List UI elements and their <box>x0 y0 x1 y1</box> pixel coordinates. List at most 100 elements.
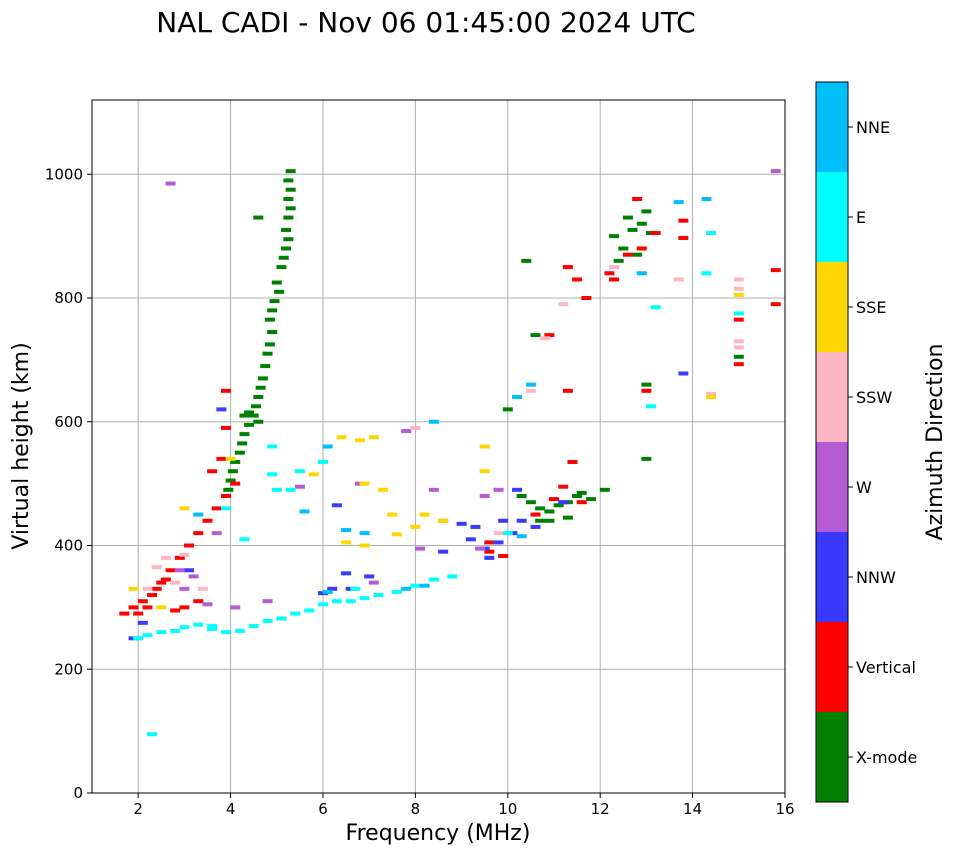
data-point <box>599 487 610 492</box>
data-point <box>271 487 282 492</box>
data-point <box>237 441 248 446</box>
data-point <box>253 215 264 220</box>
data-point <box>147 732 158 737</box>
data-point <box>220 494 231 498</box>
data-point <box>502 407 513 412</box>
data-point <box>179 552 190 557</box>
data-point <box>341 571 352 576</box>
data-point <box>119 611 130 616</box>
data-point <box>428 419 439 424</box>
data-point <box>535 506 546 511</box>
data-point <box>770 268 781 273</box>
data-point <box>331 503 342 508</box>
colorbar-swatch <box>816 712 848 802</box>
data-point <box>646 404 657 409</box>
data-point <box>294 484 305 489</box>
data-point <box>133 636 144 641</box>
data-point <box>701 197 712 201</box>
data-point <box>244 422 255 427</box>
data-point <box>456 521 467 526</box>
data-point <box>142 633 153 638</box>
colorbar-swatch <box>816 262 848 352</box>
x-axis-ticks: 2 4 6 8 10 12 14 16 <box>133 793 795 818</box>
data-point <box>609 234 620 239</box>
data-point <box>216 456 227 461</box>
data-point <box>283 237 294 242</box>
data-point <box>521 258 532 263</box>
data-point <box>285 487 296 492</box>
data-point <box>479 469 490 474</box>
x-tick-label: 4 <box>226 800 236 818</box>
data-point <box>248 413 259 418</box>
data-point <box>613 258 624 263</box>
y-tick-label: 400 <box>54 537 83 555</box>
data-point <box>673 277 684 282</box>
y-tick-label: 1000 <box>45 165 83 183</box>
data-point <box>512 395 523 399</box>
data-point <box>410 524 421 529</box>
data-point <box>220 630 231 635</box>
data-point <box>281 227 292 232</box>
data-point <box>493 540 504 545</box>
data-point <box>706 391 717 396</box>
data-point <box>274 289 285 294</box>
data-point <box>733 311 744 316</box>
data-point <box>585 497 596 502</box>
colorbar-label: Vertical <box>856 658 916 677</box>
colorbar: X-mode Vertical NNW W SSW SSE E NNE <box>815 81 917 803</box>
data-point <box>197 586 208 591</box>
x-tick-label: 6 <box>318 800 328 818</box>
data-point <box>479 494 490 498</box>
data-point <box>267 330 278 335</box>
data-point <box>294 469 305 474</box>
x-tick-label: 14 <box>683 800 702 818</box>
colorbar-label: SSE <box>856 298 886 317</box>
data-point <box>188 574 199 579</box>
data-point <box>285 206 296 211</box>
data-point <box>255 385 266 390</box>
data-point <box>733 317 744 322</box>
colorbar-swatch <box>816 172 848 262</box>
data-point <box>318 602 328 607</box>
colorbar-swatch <box>816 622 848 712</box>
data-point <box>525 500 536 505</box>
data-point <box>230 605 241 610</box>
data-point <box>283 197 294 201</box>
colorbar-frame <box>815 81 849 803</box>
data-point <box>264 342 275 347</box>
data-point <box>401 429 412 434</box>
data-point <box>276 265 287 270</box>
data-point <box>137 599 148 604</box>
data-point <box>359 531 370 536</box>
data-point <box>184 568 195 573</box>
data-point <box>516 534 527 539</box>
data-point <box>147 593 158 597</box>
data-point <box>576 490 587 495</box>
data-point <box>220 506 231 511</box>
data-point <box>373 593 384 597</box>
y-tick-label: 600 <box>54 413 83 431</box>
x-tick-label: 16 <box>775 800 794 818</box>
data-point <box>202 602 213 607</box>
data-point <box>641 456 652 461</box>
data-point <box>160 577 171 582</box>
data-point <box>244 410 255 415</box>
data-point <box>179 605 190 610</box>
data-point <box>283 178 294 183</box>
data-point <box>493 487 504 492</box>
x-tick-label: 12 <box>591 800 610 818</box>
data-point <box>193 531 204 536</box>
data-point <box>207 623 218 628</box>
data-point <box>341 540 352 545</box>
data-point <box>733 286 744 291</box>
data-point <box>572 494 583 498</box>
data-point <box>248 623 259 628</box>
data-point <box>530 512 541 517</box>
data-point <box>733 339 744 344</box>
data-point <box>193 622 204 627</box>
y-axis-ticks: 0 200 400 600 800 1000 <box>45 165 92 802</box>
data-point <box>498 554 509 559</box>
data-point <box>636 246 647 251</box>
data-point <box>290 611 301 616</box>
data-point <box>193 599 204 604</box>
